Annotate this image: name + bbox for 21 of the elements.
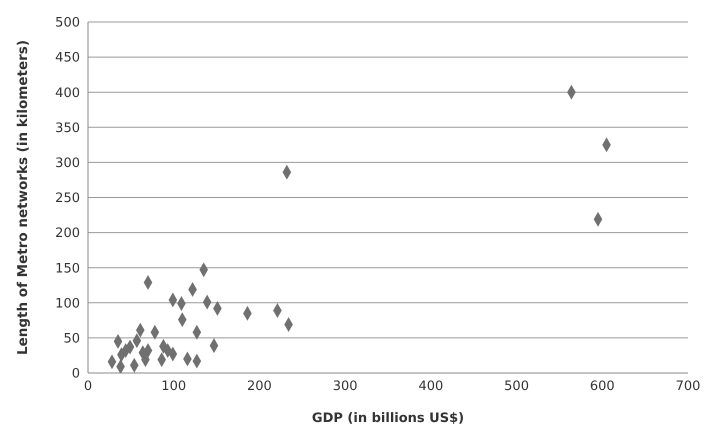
x-tick-label: 0	[84, 379, 92, 394]
x-tick-label: 700	[676, 379, 700, 394]
y-tick-label: 500	[55, 16, 80, 31]
y-tick-label: 150	[55, 261, 80, 276]
x-tick-label: 200	[247, 379, 272, 394]
y-tick-label: 250	[55, 191, 80, 206]
y-tick-label: 300	[55, 156, 80, 172]
x-tick-label: 400	[418, 379, 444, 394]
x-tick-label: 100	[161, 379, 186, 394]
y-tick-label: 200	[55, 226, 80, 242]
y-tick-label: 400	[55, 86, 80, 101]
y-tick-label: 350	[55, 120, 80, 136]
x-tick-label: 500	[504, 379, 529, 394]
y-tick-label: 50	[63, 332, 80, 347]
y-tick-label: 100	[55, 296, 80, 312]
y-axis-title: Length of Metro networks (in kilometers)	[14, 40, 31, 355]
y-tick-label: 450	[55, 50, 80, 66]
x-tick-label: 600	[590, 379, 615, 394]
y-tick-label: 0	[72, 366, 80, 382]
x-axis-title: GDP (in billions US$)	[312, 411, 464, 426]
x-tick-label: 300	[332, 379, 358, 394]
